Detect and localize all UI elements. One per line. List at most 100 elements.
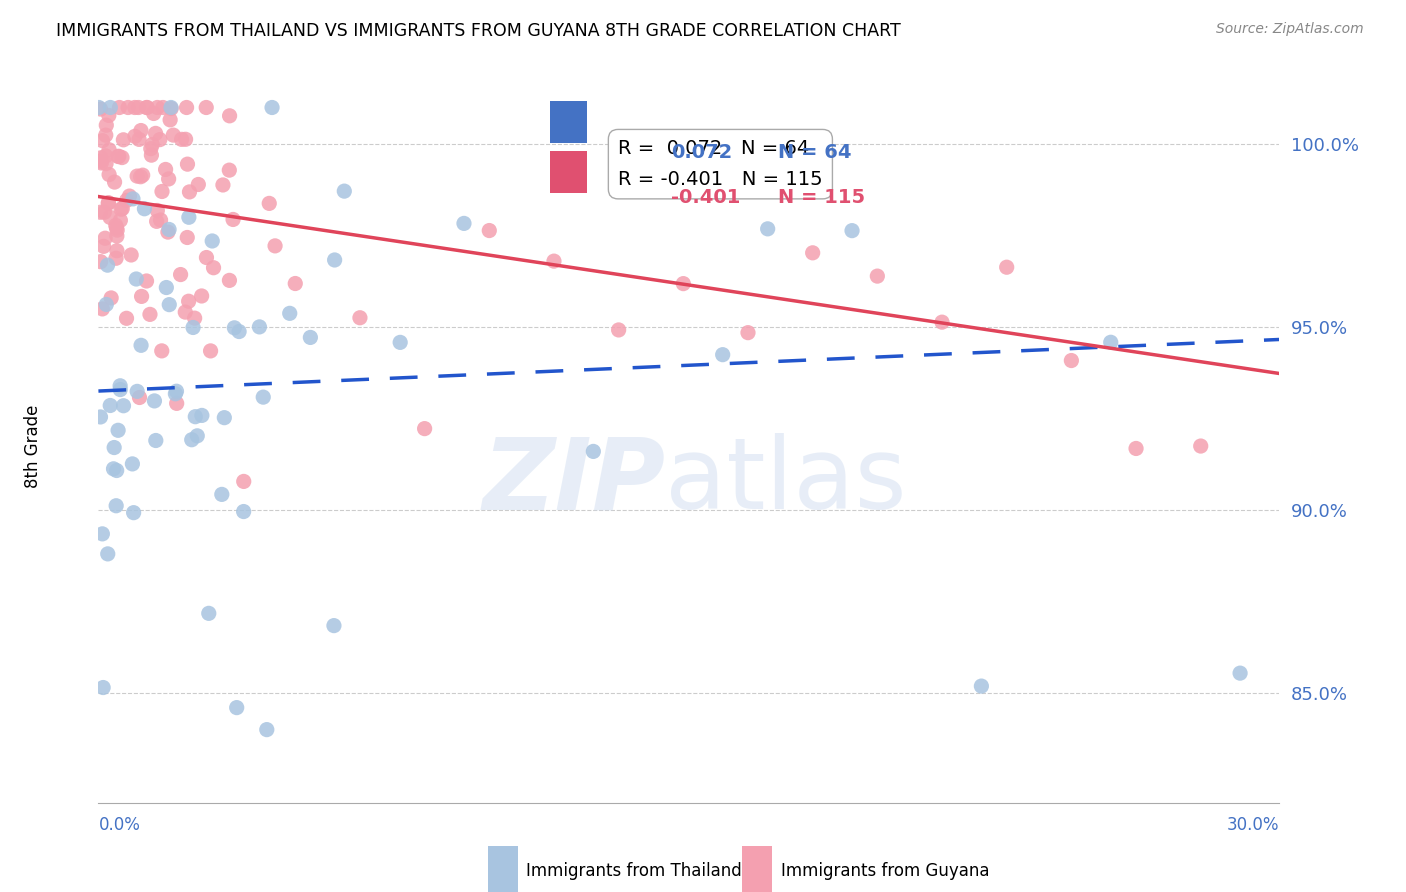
Point (256, 723, 278, 737)
Point (125, 272, 148, 286)
Text: IMMIGRANTS FROM THAILAND VS IMMIGRANTS FROM GUYANA 8TH GRADE CORRELATION CHART: IMMIGRANTS FROM THAILAND VS IMMIGRANTS F… (56, 22, 901, 40)
Point (110, 213, 132, 227)
Point (94, 128, 117, 143)
Point (228, 325, 250, 339)
Point (756, 222, 779, 236)
Point (162, 128, 184, 142)
Point (174, 132, 197, 146)
Point (1229, 666, 1251, 681)
Point (176, 230, 198, 244)
Point (157, 298, 180, 312)
Point (155, 162, 177, 177)
Point (672, 277, 695, 291)
Point (218, 109, 240, 123)
Point (155, 280, 177, 294)
Point (212, 178, 235, 192)
Text: Immigrants from Thailand: Immigrants from Thailand (526, 862, 742, 880)
Point (179, 185, 201, 199)
Point (90, 156, 112, 170)
Point (98, 101, 121, 115)
Point (124, 101, 146, 115)
Point (211, 487, 233, 501)
Text: 0.0%: 0.0% (98, 816, 141, 834)
Point (931, 315, 953, 329)
Point (582, 444, 605, 458)
Point (135, 101, 157, 115)
Point (150, 185, 173, 199)
Point (149, 133, 172, 147)
Point (145, 434, 167, 448)
Point (169, 268, 191, 282)
Point (97, 547, 120, 561)
Point (139, 142, 162, 156)
Point (1099, 335, 1122, 350)
Point (176, 101, 198, 115)
Point (218, 273, 240, 287)
Point (105, 463, 128, 477)
Point (112, 133, 135, 147)
Point (160, 101, 183, 115)
Point (150, 343, 173, 358)
Point (105, 499, 128, 513)
Point (141, 137, 163, 152)
Point (323, 252, 346, 267)
Point (737, 326, 759, 340)
Text: -0.401: -0.401 (671, 187, 741, 207)
Point (90, 151, 112, 165)
Text: 0.072: 0.072 (671, 143, 733, 161)
Point (129, 169, 152, 184)
Point (97, 108, 120, 122)
Point (104, 219, 127, 233)
Point (91, 301, 114, 316)
Point (187, 178, 209, 192)
Point (1125, 442, 1147, 456)
Point (176, 157, 198, 171)
Point (105, 220, 128, 235)
Point (143, 393, 166, 408)
Point (177, 294, 200, 309)
Point (389, 335, 412, 350)
Point (165, 386, 187, 401)
Point (97, 196, 120, 211)
Point (107, 149, 129, 163)
FancyBboxPatch shape (550, 152, 588, 193)
Point (190, 289, 212, 303)
Point (195, 101, 218, 115)
Point (94, 231, 117, 245)
Point (145, 214, 167, 228)
Point (249, 319, 271, 334)
Point (157, 172, 180, 186)
FancyBboxPatch shape (742, 846, 772, 892)
Point (284, 277, 307, 291)
Point (100, 291, 122, 305)
Point (98, 399, 121, 413)
Point (108, 101, 131, 115)
Point (107, 149, 129, 163)
Point (299, 330, 322, 344)
Text: R =  0.072   N = 64
R = -0.401   N = 115: R = 0.072 N = 64 R = -0.401 N = 115 (619, 139, 823, 189)
Point (413, 422, 436, 436)
Point (970, 679, 993, 693)
Point (183, 311, 205, 326)
Point (127, 101, 149, 115)
Text: 30.0%: 30.0% (1227, 816, 1279, 834)
Point (214, 410, 236, 425)
Point (181, 320, 204, 334)
Point (112, 399, 135, 413)
Point (478, 223, 501, 237)
Point (149, 213, 172, 227)
Point (252, 390, 274, 404)
Point (866, 269, 889, 284)
Point (607, 323, 630, 337)
Point (1189, 439, 1212, 453)
Point (180, 433, 202, 447)
Point (91, 681, 114, 695)
Point (139, 307, 162, 321)
Point (131, 289, 153, 303)
Point (177, 211, 200, 225)
Point (97, 195, 120, 210)
Point (94, 149, 117, 163)
Point (323, 618, 346, 632)
Point (711, 348, 734, 362)
Point (105, 229, 128, 244)
